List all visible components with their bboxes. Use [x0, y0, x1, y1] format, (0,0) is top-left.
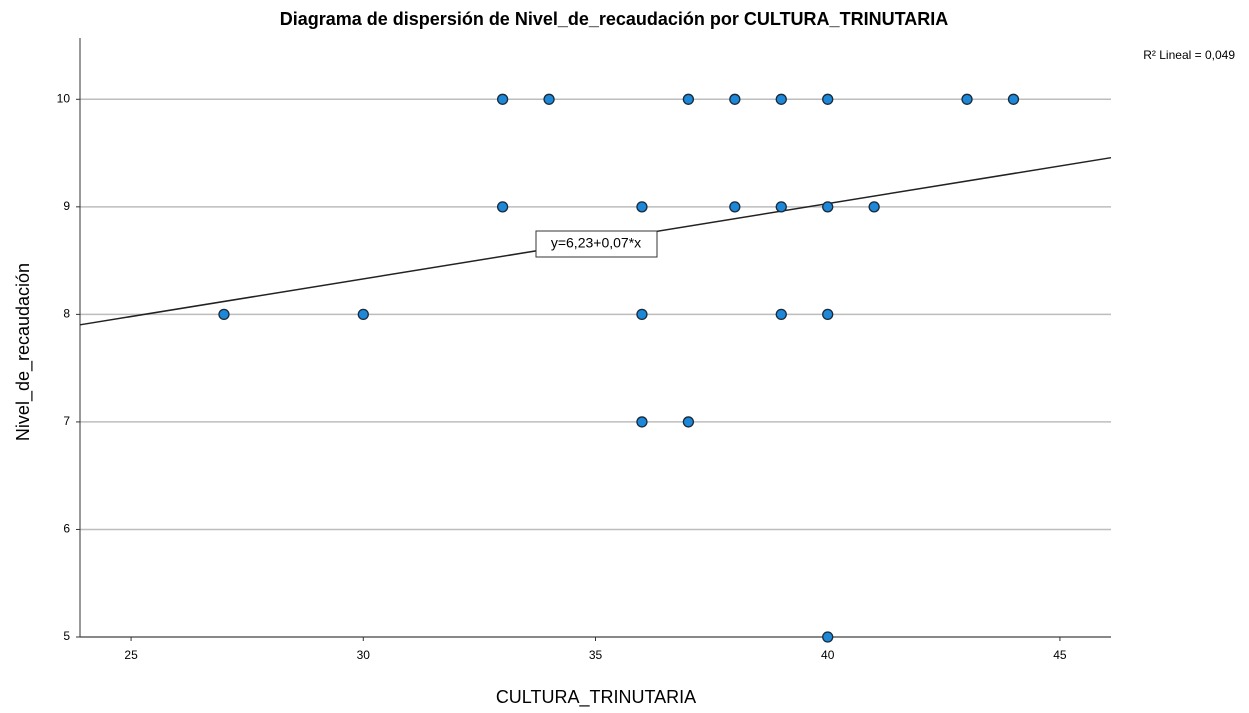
point — [496, 93, 509, 105]
chart-title: Diagrama de dispersión de Nivel_de_recau… — [280, 9, 948, 29]
point — [682, 416, 695, 428]
point — [775, 201, 787, 213]
point — [822, 201, 834, 213]
fit-label: y=6,23+0,07*x — [551, 235, 641, 251]
y-tick-label: 8 — [63, 307, 70, 321]
x-axis-title: CULTURA_TRINUTARIA — [496, 687, 696, 708]
point — [775, 93, 787, 105]
y-tick-label: 5 — [63, 629, 70, 643]
point — [543, 93, 555, 105]
point — [868, 201, 880, 213]
x-tick-label: 45 — [1053, 648, 1067, 662]
r2-label: R² Lineal = 0,049 — [1143, 48, 1235, 62]
y-tick-label: 10 — [57, 91, 71, 105]
point — [636, 308, 648, 321]
point — [775, 308, 787, 321]
fit-label-box — [535, 230, 658, 258]
x-tick-label: 40 — [821, 648, 835, 662]
point — [357, 308, 369, 321]
point — [729, 201, 741, 213]
x-tick-label: 35 — [589, 648, 603, 662]
point — [822, 631, 834, 643]
y-tick-label: 6 — [63, 522, 70, 536]
point — [1007, 93, 1020, 105]
y-tick-label: 9 — [63, 199, 70, 213]
x-tick-label: 25 — [124, 648, 138, 662]
point — [682, 93, 695, 105]
point — [218, 308, 230, 321]
point — [496, 201, 509, 213]
point — [636, 416, 648, 428]
x-tick-label: 30 — [357, 648, 371, 662]
point — [961, 93, 973, 105]
point — [822, 93, 834, 105]
y-axis-title: Nivel_de_recaudación — [13, 263, 34, 441]
point — [822, 308, 834, 321]
point — [636, 201, 648, 213]
point — [729, 93, 741, 105]
y-tick-label: 7 — [63, 414, 70, 428]
